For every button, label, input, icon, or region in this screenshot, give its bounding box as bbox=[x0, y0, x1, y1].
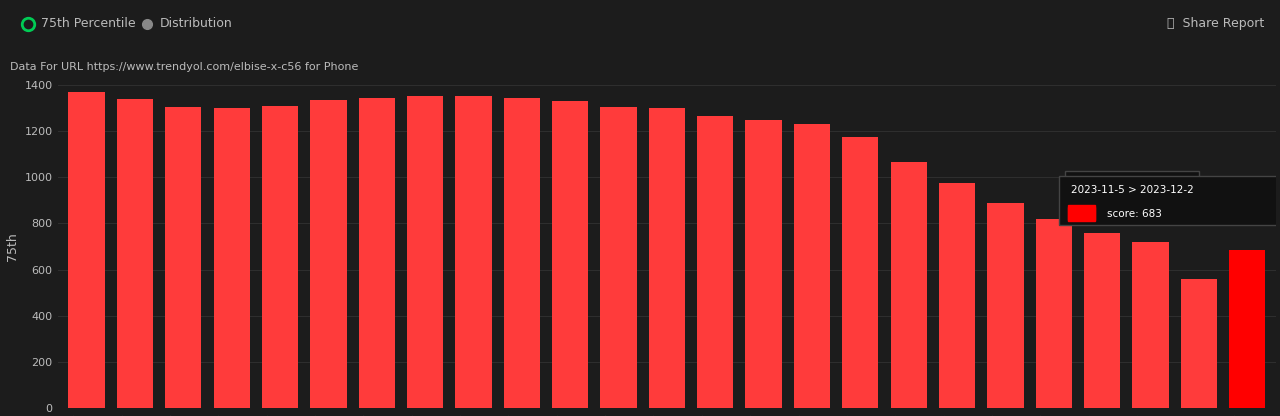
Bar bbox=[1084, 233, 1120, 408]
Bar bbox=[68, 92, 105, 408]
Bar bbox=[940, 183, 975, 408]
Bar bbox=[745, 120, 782, 408]
Bar bbox=[987, 203, 1024, 408]
Text: 2023-11-5 > 2023-12-2: 2023-11-5 > 2023-12-2 bbox=[1070, 177, 1193, 187]
Text: Data For URL https://www.trendyol.com/elbise-x-c56 for Phone: Data For URL https://www.trendyol.com/el… bbox=[10, 62, 358, 72]
Bar bbox=[262, 106, 298, 408]
Bar bbox=[1069, 205, 1094, 221]
Text: score: 683: score: 683 bbox=[1107, 208, 1162, 218]
Y-axis label: 75th: 75th bbox=[6, 232, 19, 261]
Bar bbox=[165, 107, 201, 408]
Bar bbox=[794, 124, 831, 408]
Bar bbox=[600, 107, 636, 408]
Text: Distribution: Distribution bbox=[160, 17, 233, 30]
Bar bbox=[214, 108, 250, 408]
Bar bbox=[1180, 279, 1217, 408]
Text: 75th Percentile: 75th Percentile bbox=[41, 17, 136, 30]
Text: 2023-11-5 > 2023-12-2: 2023-11-5 > 2023-12-2 bbox=[1070, 185, 1193, 195]
Bar bbox=[649, 108, 685, 408]
Bar bbox=[891, 162, 927, 408]
Text: score: 683: score: 683 bbox=[1107, 208, 1162, 218]
Bar bbox=[504, 98, 540, 408]
Bar bbox=[842, 137, 878, 408]
Bar bbox=[1036, 219, 1071, 408]
Bar bbox=[1069, 207, 1094, 220]
Bar bbox=[698, 116, 733, 408]
Bar bbox=[1133, 242, 1169, 408]
Text: ⭢  Share Report: ⭢ Share Report bbox=[1167, 17, 1265, 30]
Bar bbox=[552, 102, 589, 408]
Bar bbox=[407, 96, 443, 408]
Bar bbox=[1229, 250, 1265, 408]
FancyBboxPatch shape bbox=[1059, 176, 1280, 225]
Bar bbox=[456, 96, 492, 408]
Bar bbox=[116, 99, 154, 408]
Bar bbox=[310, 100, 347, 408]
Bar bbox=[358, 98, 396, 408]
